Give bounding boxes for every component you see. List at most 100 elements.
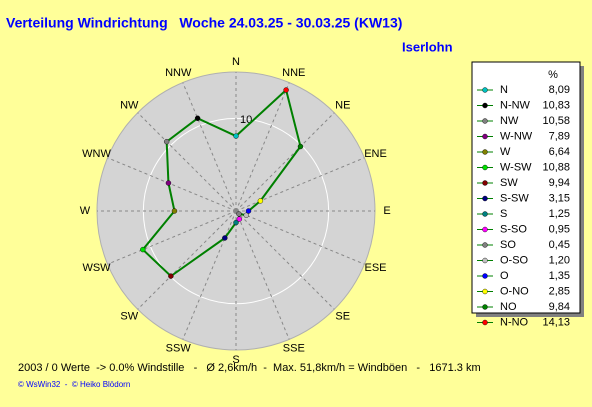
credit: © WsWin32 - © Heiko Blödorn <box>18 380 130 389</box>
legend-value: 10,88 <box>542 161 570 173</box>
legend-marker <box>482 242 488 248</box>
spoke <box>235 210 290 340</box>
legend-marker <box>482 211 488 217</box>
legend-label: O <box>500 270 509 282</box>
legend-header: % <box>548 69 558 81</box>
spoke <box>235 157 365 212</box>
r-tick-label: 10 <box>240 114 252 126</box>
point <box>245 208 252 214</box>
axis-label: NW <box>120 100 139 112</box>
legend-value: 1,35 <box>549 270 570 282</box>
spoke <box>182 82 237 212</box>
axis-label: ESE <box>364 262 386 274</box>
legend-label: W <box>500 146 511 158</box>
legend-label: O-SO <box>500 254 529 266</box>
legend-marker <box>482 133 488 140</box>
axis-label: NNW <box>165 67 192 79</box>
legend-label: W-NW <box>500 130 533 142</box>
axis-label: WSW <box>82 262 111 274</box>
legend-value: 1,25 <box>549 208 570 220</box>
spoke <box>235 112 335 212</box>
spoke <box>182 210 237 340</box>
legend-marker <box>482 304 488 310</box>
legend-label: S-SW <box>500 192 529 204</box>
point <box>168 273 174 279</box>
point <box>163 138 170 145</box>
legend-marker <box>482 180 488 186</box>
legend-marker <box>482 319 488 326</box>
legend-value: 9,94 <box>549 177 570 189</box>
legend-label: N <box>500 84 508 96</box>
legend-marker <box>482 257 488 264</box>
axis-label: N <box>232 56 240 68</box>
point <box>236 216 243 222</box>
point <box>257 198 264 204</box>
legend-value: 10,58 <box>542 115 570 127</box>
spoke <box>137 210 237 310</box>
point <box>283 87 289 93</box>
legend-value: 0,95 <box>549 223 570 235</box>
point <box>140 246 146 253</box>
legend-marker <box>482 118 488 124</box>
chart-title: Verteilung Windrichtung Woche 24.03.25 -… <box>6 15 402 31</box>
legend-value: 10,83 <box>542 99 570 111</box>
axis-label: NE <box>335 100 350 112</box>
legend-label: N-NO <box>500 316 529 328</box>
axis-label: SSW <box>166 343 192 355</box>
point <box>222 235 228 241</box>
legend-marker <box>482 226 488 233</box>
legend-label: S-SO <box>500 223 527 235</box>
point <box>194 115 201 121</box>
axis-label: E <box>383 205 390 217</box>
axis-label: NNE <box>282 67 305 79</box>
legend-value: 8,09 <box>549 84 570 96</box>
legend-value: 2,85 <box>549 285 570 297</box>
axis-label: ENE <box>364 148 387 160</box>
legend-marker <box>482 288 488 295</box>
spoke <box>235 82 290 212</box>
axis-label: SSE <box>283 343 305 355</box>
axis-label: S <box>232 354 239 366</box>
legend-label: SW <box>500 177 518 189</box>
point <box>236 211 242 217</box>
legend-label: NW <box>500 115 519 127</box>
legend-label: SO <box>500 239 516 251</box>
legend-value: 7,89 <box>549 130 570 142</box>
point <box>233 219 239 226</box>
legend-label: O-NO <box>500 285 529 297</box>
axis-label: WNW <box>82 148 111 160</box>
spoke <box>107 157 237 212</box>
legend <box>471 61 581 314</box>
axis-label: SW <box>120 310 138 322</box>
legend-label: S <box>500 208 507 220</box>
point <box>297 143 304 150</box>
legend-value: 0,45 <box>549 239 570 251</box>
legend-marker <box>482 87 488 93</box>
legend-marker <box>482 273 488 279</box>
legend-marker <box>482 102 488 109</box>
legend-marker <box>482 149 488 155</box>
axis-label: SE <box>335 310 350 322</box>
legend-label: N-NW <box>500 99 531 111</box>
spoke <box>235 210 335 310</box>
legend-label: W-SW <box>500 161 532 173</box>
legend-value: 9,84 <box>549 301 570 313</box>
spoke <box>137 112 237 212</box>
point <box>243 212 249 218</box>
legend-label: NO <box>500 301 517 313</box>
legend-value: 14,13 <box>542 316 570 328</box>
point <box>165 180 172 186</box>
point <box>171 208 178 214</box>
legend-marker <box>482 195 488 202</box>
spoke <box>235 210 365 265</box>
point <box>233 133 239 139</box>
legend-value: 3,15 <box>549 192 570 204</box>
location: Iserlohn <box>402 39 453 54</box>
footer: 2003 / 0 Werte -> 0.0% Windstille - Ø 2,… <box>18 362 481 374</box>
legend-value: 6,64 <box>549 146 570 158</box>
spoke <box>107 210 237 265</box>
legend-marker <box>482 164 488 171</box>
axis-label: W <box>80 205 91 217</box>
